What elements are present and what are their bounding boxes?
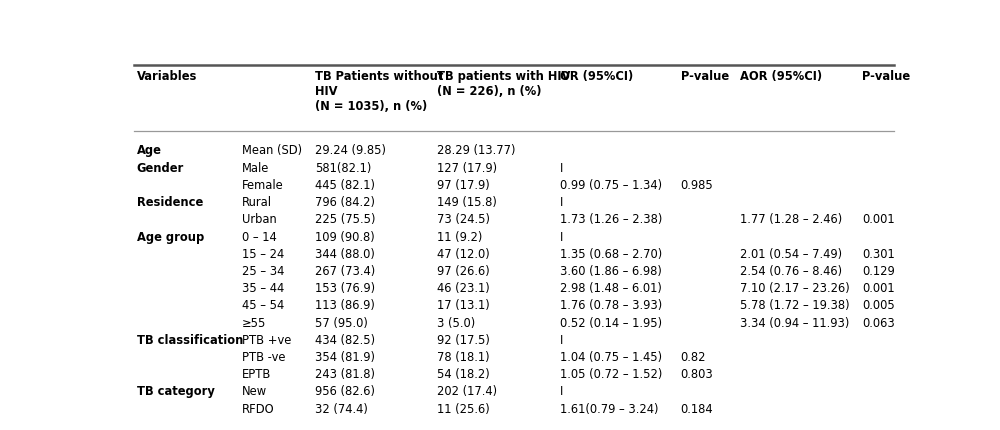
Text: 956 (82.6): 956 (82.6) xyxy=(315,385,375,399)
Text: 127 (17.9): 127 (17.9) xyxy=(437,162,497,175)
Text: 57 (95.0): 57 (95.0) xyxy=(315,316,368,330)
Text: 3.34 (0.94 – 11.93): 3.34 (0.94 – 11.93) xyxy=(740,316,849,330)
Text: 28.29 (13.77): 28.29 (13.77) xyxy=(437,144,516,157)
Text: 0.52 (0.14 – 1.95): 0.52 (0.14 – 1.95) xyxy=(560,316,662,330)
Text: 45 – 54: 45 – 54 xyxy=(242,299,284,312)
Text: I: I xyxy=(560,230,563,243)
Text: I: I xyxy=(560,334,563,347)
Text: New: New xyxy=(242,385,267,399)
Text: 0.005: 0.005 xyxy=(862,299,895,312)
Text: 92 (17.5): 92 (17.5) xyxy=(437,334,490,347)
Text: Age: Age xyxy=(137,144,162,157)
Text: 0.99 (0.75 – 1.34): 0.99 (0.75 – 1.34) xyxy=(560,179,662,192)
Text: OR (95%CI): OR (95%CI) xyxy=(560,70,633,83)
Text: 5.78 (1.72 – 19.38): 5.78 (1.72 – 19.38) xyxy=(740,299,849,312)
Text: TB classification: TB classification xyxy=(137,334,243,347)
Text: Gender: Gender xyxy=(137,162,184,175)
Text: 1.73 (1.26 – 2.38): 1.73 (1.26 – 2.38) xyxy=(560,213,662,226)
Text: 149 (15.8): 149 (15.8) xyxy=(437,196,497,209)
Text: 0.82: 0.82 xyxy=(681,351,706,364)
Text: 32 (74.4): 32 (74.4) xyxy=(315,402,368,416)
Text: 97 (26.6): 97 (26.6) xyxy=(437,265,490,278)
Text: 153 (76.9): 153 (76.9) xyxy=(315,282,375,295)
Text: Male: Male xyxy=(242,162,269,175)
Text: 1.05 (0.72 – 1.52): 1.05 (0.72 – 1.52) xyxy=(560,368,662,381)
Text: 3 (5.0): 3 (5.0) xyxy=(437,316,476,330)
Text: 113 (86.9): 113 (86.9) xyxy=(315,299,375,312)
Text: 2.54 (0.76 – 8.46): 2.54 (0.76 – 8.46) xyxy=(740,265,842,278)
Text: 0.129: 0.129 xyxy=(862,265,895,278)
Text: 97 (17.9): 97 (17.9) xyxy=(437,179,490,192)
Text: TB category: TB category xyxy=(137,385,214,399)
Text: 243 (81.8): 243 (81.8) xyxy=(315,368,375,381)
Text: 2.01 (0.54 – 7.49): 2.01 (0.54 – 7.49) xyxy=(740,248,842,261)
Text: 1.35 (0.68 – 2.70): 1.35 (0.68 – 2.70) xyxy=(560,248,662,261)
Text: 0.063: 0.063 xyxy=(862,316,895,330)
Text: 3.60 (1.86 – 6.98): 3.60 (1.86 – 6.98) xyxy=(560,265,662,278)
Text: 445 (82.1): 445 (82.1) xyxy=(315,179,375,192)
Text: Urban: Urban xyxy=(242,213,277,226)
Text: 0.001: 0.001 xyxy=(862,213,895,226)
Text: 29.24 (9.85): 29.24 (9.85) xyxy=(315,144,386,157)
Text: 11 (25.6): 11 (25.6) xyxy=(437,402,490,416)
Text: Variables: Variables xyxy=(137,70,197,83)
Text: 25 – 34: 25 – 34 xyxy=(242,265,284,278)
Text: 17 (13.1): 17 (13.1) xyxy=(437,299,490,312)
Text: RFDO: RFDO xyxy=(242,402,275,416)
Text: Rural: Rural xyxy=(242,196,272,209)
Text: 0.184: 0.184 xyxy=(681,402,713,416)
Text: 0.803: 0.803 xyxy=(681,368,713,381)
Text: 109 (90.8): 109 (90.8) xyxy=(315,230,375,243)
Text: Residence: Residence xyxy=(137,196,203,209)
Text: 78 (18.1): 78 (18.1) xyxy=(437,351,490,364)
Text: EPTB: EPTB xyxy=(242,368,271,381)
Text: 73 (24.5): 73 (24.5) xyxy=(437,213,490,226)
Text: Female: Female xyxy=(242,179,284,192)
Text: 15 – 24: 15 – 24 xyxy=(242,248,284,261)
Text: 0.301: 0.301 xyxy=(862,248,895,261)
Text: 0.001: 0.001 xyxy=(862,282,895,295)
Text: 1.04 (0.75 – 1.45): 1.04 (0.75 – 1.45) xyxy=(560,351,662,364)
Text: 225 (75.5): 225 (75.5) xyxy=(315,213,375,226)
Text: 0 – 14: 0 – 14 xyxy=(242,230,277,243)
Text: 581(82.1): 581(82.1) xyxy=(315,162,371,175)
Text: 344 (88.0): 344 (88.0) xyxy=(315,248,375,261)
Text: ≥55: ≥55 xyxy=(242,316,266,330)
Text: 46 (23.1): 46 (23.1) xyxy=(437,282,490,295)
Text: P-value: P-value xyxy=(862,70,910,83)
Text: 47 (12.0): 47 (12.0) xyxy=(437,248,490,261)
Text: 54 (18.2): 54 (18.2) xyxy=(437,368,490,381)
Text: 1.76 (0.78 – 3.93): 1.76 (0.78 – 3.93) xyxy=(560,299,662,312)
Text: Mean (SD): Mean (SD) xyxy=(242,144,302,157)
Text: TB patients with HIV
(N = 226), n (%): TB patients with HIV (N = 226), n (%) xyxy=(437,70,571,98)
Text: 434 (82.5): 434 (82.5) xyxy=(315,334,375,347)
Text: 7.10 (2.17 – 23.26): 7.10 (2.17 – 23.26) xyxy=(740,282,849,295)
Text: 202 (17.4): 202 (17.4) xyxy=(437,385,497,399)
Text: PTB +ve: PTB +ve xyxy=(242,334,291,347)
Text: PTB -ve: PTB -ve xyxy=(242,351,286,364)
Text: I: I xyxy=(560,196,563,209)
Text: 1.77 (1.28 – 2.46): 1.77 (1.28 – 2.46) xyxy=(740,213,842,226)
Text: TB Patients without
HIV
(N = 1035), n (%): TB Patients without HIV (N = 1035), n (%… xyxy=(315,70,443,113)
Text: 35 – 44: 35 – 44 xyxy=(242,282,284,295)
Text: 2.98 (1.48 – 6.01): 2.98 (1.48 – 6.01) xyxy=(560,282,662,295)
Text: 267 (73.4): 267 (73.4) xyxy=(315,265,375,278)
Text: AOR (95%CI): AOR (95%CI) xyxy=(740,70,822,83)
Text: Age group: Age group xyxy=(137,230,204,243)
Text: 11 (9.2): 11 (9.2) xyxy=(437,230,483,243)
Text: 1.61(0.79 – 3.24): 1.61(0.79 – 3.24) xyxy=(560,402,658,416)
Text: I: I xyxy=(560,162,563,175)
Text: 0.985: 0.985 xyxy=(681,179,713,192)
Text: P-value: P-value xyxy=(681,70,729,83)
Text: 796 (84.2): 796 (84.2) xyxy=(315,196,375,209)
Text: I: I xyxy=(560,385,563,399)
Text: 354 (81.9): 354 (81.9) xyxy=(315,351,375,364)
